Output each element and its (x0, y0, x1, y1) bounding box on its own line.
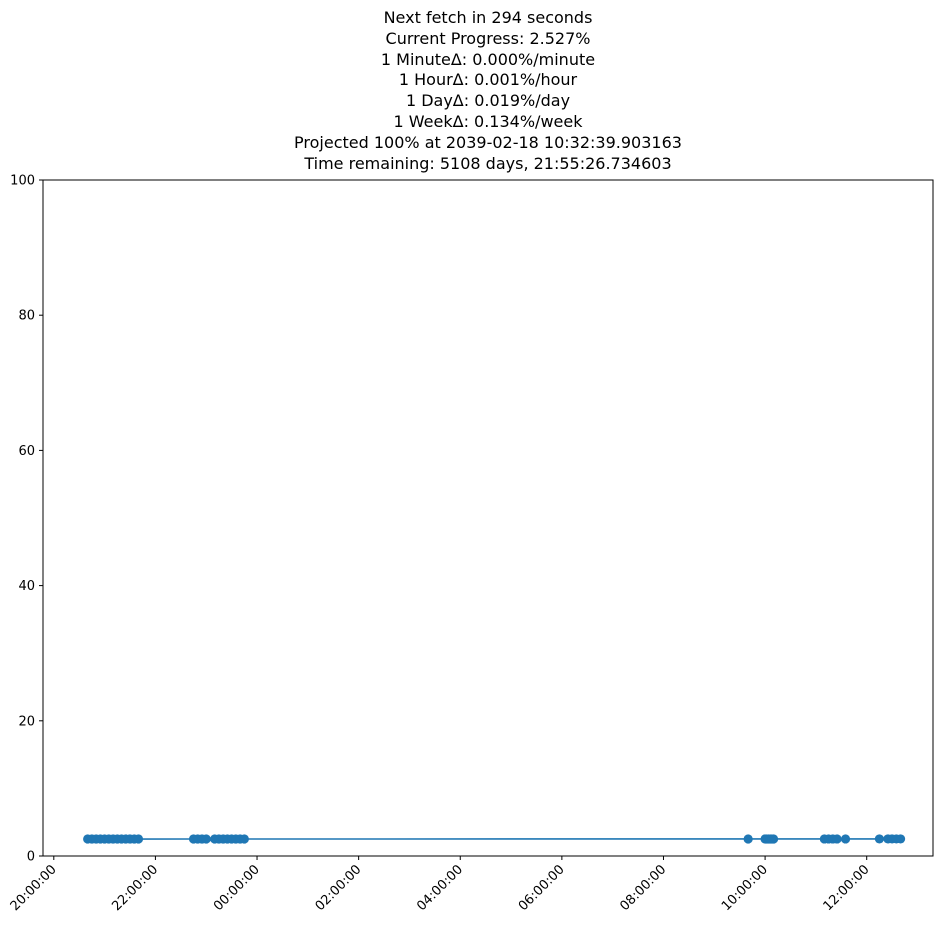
title-line-current-progress: Current Progress: 2.527% (385, 28, 591, 48)
x-tick-label: 12:00:00 (821, 862, 873, 914)
y-tick-label: 80 (18, 309, 35, 324)
x-tick-label: 08:00:00 (617, 862, 669, 914)
title-line-time-remaining: Time remaining: 5108 days, 21:55:26.7346… (304, 153, 672, 173)
title-line-next-fetch: Next fetch in 294 seconds (383, 8, 593, 27)
plot-frame (42, 179, 934, 857)
x-tick-label: 04:00:00 (414, 862, 466, 914)
x-tick-label: 02:00:00 (313, 862, 365, 914)
y-tick-label: 60 (18, 444, 35, 459)
x-tick-label: 10:00:00 (719, 862, 771, 914)
data-point (840, 834, 851, 844)
title-line-minute-delta: 1 MinuteΔ: 0.000%/minute (380, 49, 596, 69)
y-tick-label: 100 (10, 174, 35, 189)
chart-title: Next fetch in 294 seconds Current Progre… (0, 8, 940, 174)
data-point (768, 834, 779, 844)
title-line-week-delta: 1 WeekΔ: 0.134%/week (393, 111, 583, 131)
y-axis: 0 20 40 60 80 100 (10, 174, 43, 865)
data-point (874, 834, 885, 844)
title-line-day-delta: 1 DayΔ: 0.019%/day (405, 91, 571, 111)
data-point (133, 834, 144, 844)
data-point (743, 834, 753, 844)
x-tick-label: 06:00:00 (516, 862, 568, 914)
data-point (832, 834, 842, 844)
x-axis: 20:00:00 22:00:00 00:00:00 02:00:00 04:00:00… (8, 856, 873, 914)
title-line-projected: Projected 100% at 2039-02-18 10:32:39.90… (294, 132, 682, 152)
x-tick-label: 20:00:00 (8, 862, 60, 914)
data-point (239, 834, 249, 844)
series-layer (83, 834, 906, 844)
x-tick-label: 22:00:00 (109, 862, 161, 914)
title-line-hour-delta: 1 HourΔ: 0.001%/hour (398, 70, 578, 90)
data-point (201, 834, 211, 844)
y-tick-label: 20 (18, 714, 35, 729)
data-point (895, 834, 906, 844)
y-tick-label: 40 (18, 579, 35, 594)
x-tick-label: 00:00:00 (211, 862, 263, 914)
y-tick-label: 0 (27, 850, 35, 865)
